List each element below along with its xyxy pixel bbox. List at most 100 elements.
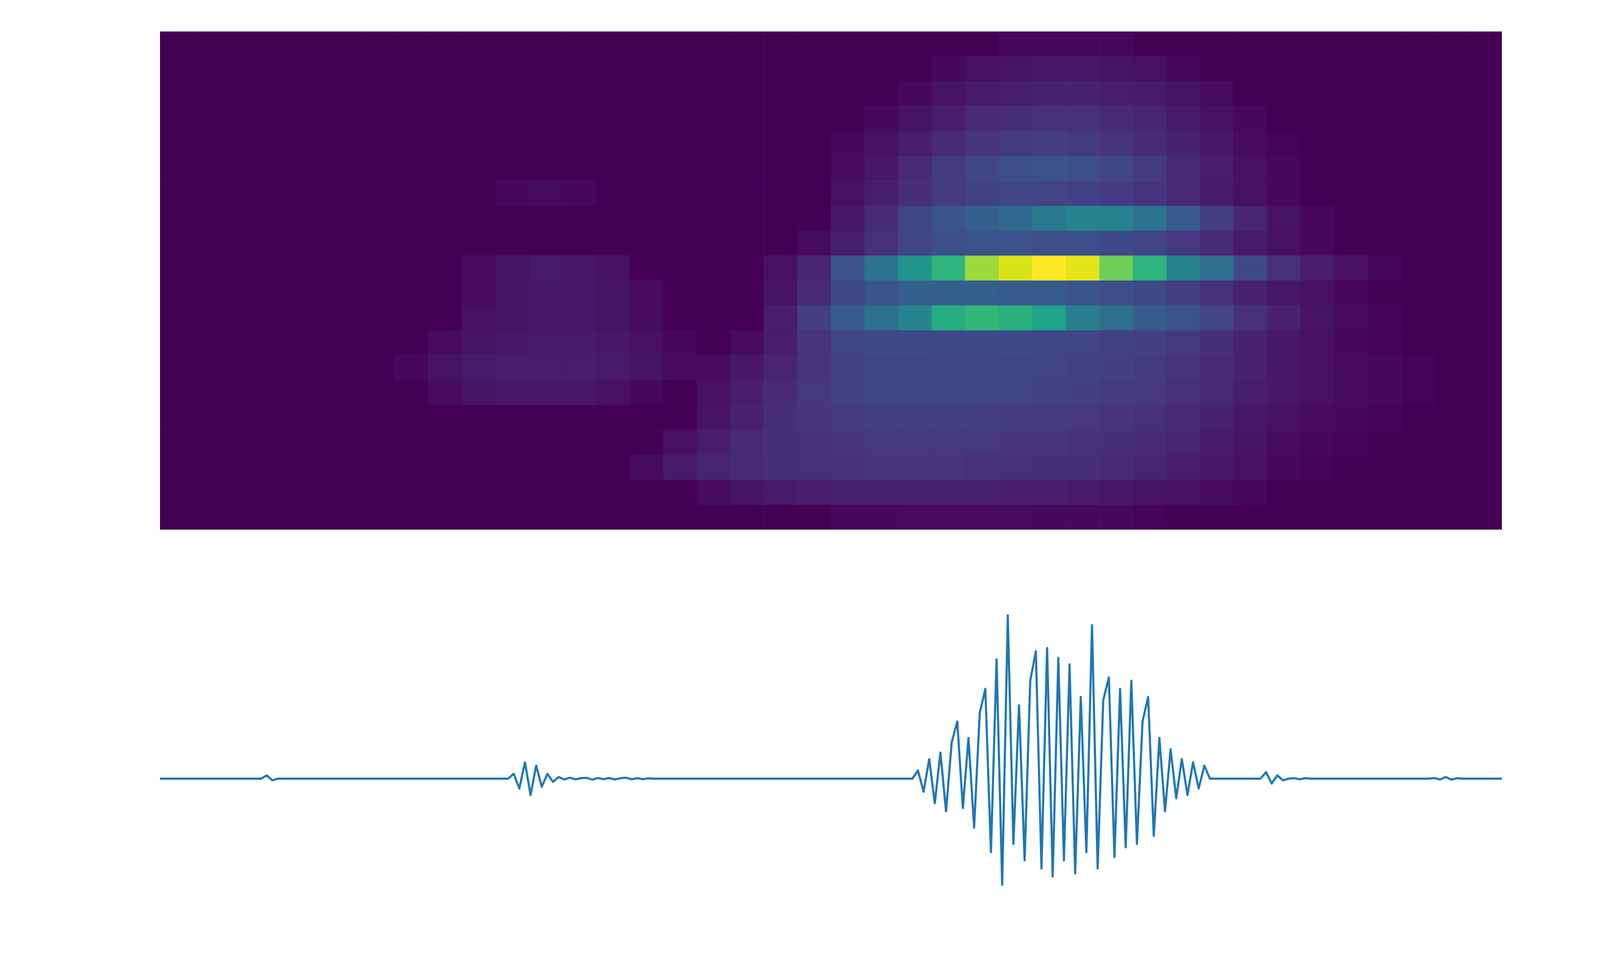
heatmap-cell [898, 504, 933, 530]
heatmap-cell [495, 56, 530, 82]
heatmap-cell [361, 81, 396, 107]
heatmap-cell [1300, 255, 1335, 281]
heatmap-cell [931, 405, 966, 431]
heatmap-cell [1132, 31, 1167, 57]
heatmap-cell [529, 330, 564, 356]
heatmap-cell [965, 355, 1000, 381]
heatmap-cell [160, 230, 195, 256]
heatmap-cell [294, 355, 329, 381]
heatmap-cell [629, 480, 664, 506]
heatmap-cell [1401, 180, 1436, 206]
heatmap-cell [1032, 355, 1067, 381]
heatmap-cell [965, 405, 1000, 431]
heatmap-cell [562, 180, 597, 206]
heatmap-cell [227, 480, 262, 506]
heatmap-cell [864, 106, 899, 132]
heatmap-cell [227, 131, 262, 157]
heatmap-cell [797, 280, 832, 306]
heatmap-cell [461, 305, 496, 331]
heatmap-cell [1401, 31, 1436, 57]
heatmap-cell [1065, 131, 1100, 157]
heatmap-cell [461, 255, 496, 281]
heatmap-cell [797, 156, 832, 182]
heatmap-cell [1334, 330, 1369, 356]
heatmap-cell [898, 31, 933, 57]
heatmap-cell [1065, 230, 1100, 256]
heatmap-cell [193, 156, 228, 182]
heatmap-cell [1132, 180, 1167, 206]
heatmap-cell [663, 56, 698, 82]
heatmap-cell [1367, 429, 1402, 455]
heatmap-cell [1468, 454, 1502, 480]
heatmap-cell [1367, 131, 1402, 157]
heatmap-cell [495, 230, 530, 256]
heatmap-cell [428, 280, 463, 306]
heatmap-cell [361, 330, 396, 356]
heatmap-cell [596, 205, 631, 231]
heatmap-cell [227, 330, 262, 356]
heatmap-cell [394, 280, 429, 306]
heatmap-cell [394, 106, 429, 132]
heatmap-cell [529, 305, 564, 331]
heatmap-cell [763, 480, 798, 506]
heatmap-cell [1367, 454, 1402, 480]
heatmap-cell [1065, 355, 1100, 381]
heatmap-cell [1132, 380, 1167, 406]
heatmap-cell [260, 305, 295, 331]
heatmap-cell [1267, 305, 1302, 331]
heatmap-cell [730, 480, 765, 506]
heatmap-cell [797, 230, 832, 256]
heatmap-cell [294, 131, 329, 157]
heatmap-cell [1233, 156, 1268, 182]
heatmap-cell [1166, 255, 1201, 281]
heatmap-cell [931, 380, 966, 406]
heatmap-cell [227, 380, 262, 406]
heatmap-cell [260, 81, 295, 107]
heatmap-cell [998, 81, 1034, 107]
heatmap-cell [461, 454, 496, 480]
heatmap-cell [361, 504, 396, 530]
heatmap-cell [763, 429, 798, 455]
heatmap-cell [830, 156, 866, 182]
heatmap-cell [1434, 180, 1469, 206]
heatmap-cells [160, 31, 1502, 530]
heatmap-cell [1468, 81, 1502, 107]
heatmap-cell [1300, 106, 1335, 132]
heatmap-cell [160, 31, 195, 57]
heatmap-cell [193, 230, 228, 256]
heatmap-cell [529, 56, 564, 82]
heatmap-cell [763, 405, 798, 431]
heatmap-cell [1032, 180, 1067, 206]
heatmap-cell [328, 255, 363, 281]
heatmap-cell [1300, 131, 1335, 157]
heatmap-cell [931, 230, 966, 256]
heatmap-cell [596, 454, 631, 480]
heatmap-cell [696, 280, 731, 306]
heatmap-cell [596, 405, 631, 431]
heatmap-cell [562, 230, 597, 256]
heatmap-cell [1032, 280, 1067, 306]
heatmap-cell [294, 81, 329, 107]
heatmap-cell [696, 31, 731, 57]
heatmap-cell [1401, 429, 1436, 455]
heatmap-cell [965, 504, 1000, 530]
heatmap-cell [931, 355, 966, 381]
heatmap-cell [1401, 405, 1436, 431]
heatmap-cell [227, 56, 262, 82]
heatmap-cell [1468, 305, 1502, 331]
heatmap-cell [495, 330, 530, 356]
heatmap-cell [730, 180, 765, 206]
heatmap-cell [596, 180, 631, 206]
heatmap-cell [1468, 429, 1502, 455]
heatmap-cell [1166, 454, 1201, 480]
heatmap-cell [596, 255, 631, 281]
heatmap-cell [696, 205, 731, 231]
heatmap-cell [596, 305, 631, 331]
heatmap-cell [428, 330, 463, 356]
heatmap-cell [1401, 106, 1436, 132]
heatmap-cell [629, 429, 664, 455]
heatmap-cell [394, 330, 429, 356]
heatmap-cell [663, 280, 698, 306]
heatmap-cell [864, 429, 899, 455]
heatmap-cell [1166, 31, 1201, 57]
